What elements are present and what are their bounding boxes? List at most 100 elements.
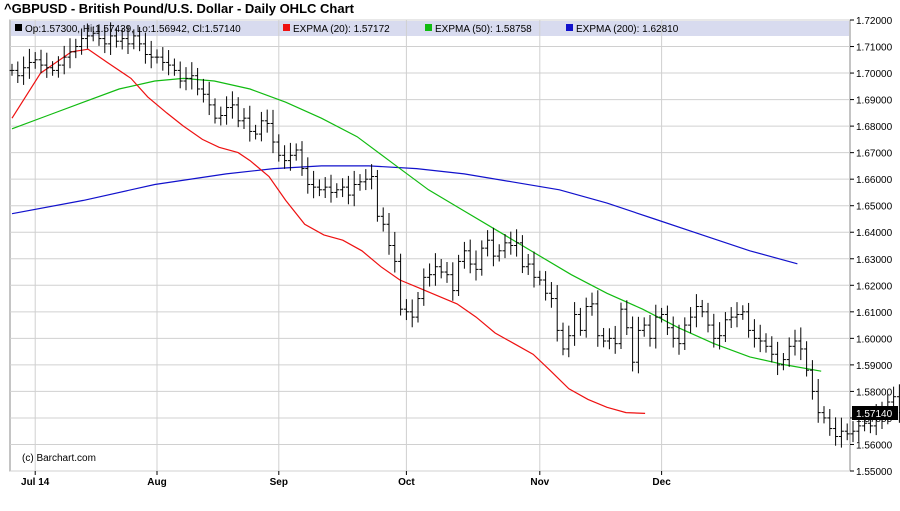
ohlc-bar xyxy=(682,317,688,350)
ohlc-bar xyxy=(531,251,537,288)
ohlc-bar xyxy=(775,341,781,376)
ohlc-bar xyxy=(676,324,682,355)
y-tick-label: 1.59000 xyxy=(856,361,893,372)
ohlc-bar xyxy=(490,227,496,267)
ohlc-bar xyxy=(334,183,340,198)
ohlc-bar xyxy=(711,313,717,348)
ohlc-bar xyxy=(560,322,566,356)
ohlc-bar xyxy=(61,45,67,75)
y-axis: 1.550001.560001.570001.580001.590001.600… xyxy=(850,16,893,478)
ohlc-bar xyxy=(688,307,694,334)
ohlc-bar xyxy=(438,258,444,279)
y-tick-label: 1.65000 xyxy=(856,202,893,213)
ohlc-bar xyxy=(746,302,752,338)
ohlc-bar xyxy=(618,302,624,350)
ohlc-bar xyxy=(815,379,821,423)
ohlc-bar xyxy=(131,29,137,50)
y-tick-label: 1.64000 xyxy=(856,228,893,239)
ohlc-bar xyxy=(44,52,50,78)
ohlc-bar xyxy=(479,240,485,276)
ohlc-bar xyxy=(363,169,369,191)
ohlc-bar xyxy=(96,24,102,46)
y-tick-label: 1.55000 xyxy=(856,467,893,478)
ohlc-bar xyxy=(508,231,514,255)
ohlc-bar xyxy=(444,261,450,283)
ohlc-bar xyxy=(357,174,363,191)
y-tick-label: 1.70000 xyxy=(856,69,893,80)
ohlc-bar xyxy=(427,263,433,287)
ohlc-bar xyxy=(160,47,166,71)
ohlc-bar xyxy=(212,98,218,124)
ohlc-bar xyxy=(641,317,647,337)
ohlc-bar xyxy=(102,27,108,54)
ohlc-bar xyxy=(386,213,392,255)
x-tick-label: Dec xyxy=(652,477,671,488)
y-tick-label: 1.58000 xyxy=(856,387,893,398)
ohlc-bar xyxy=(705,302,711,333)
ohlc-bar xyxy=(113,28,119,48)
ohlc-bar xyxy=(833,417,839,446)
ohlc-bar xyxy=(258,111,264,142)
ohlc-bar xyxy=(293,143,299,161)
ohlc-bar xyxy=(409,299,415,328)
ohlc-bar xyxy=(166,50,172,76)
ohlc-bar xyxy=(456,254,462,296)
ohlc-bar xyxy=(653,304,659,349)
ohlc-bar xyxy=(253,124,259,140)
ohlc-bar xyxy=(572,302,578,346)
ohlc-bar xyxy=(792,329,798,356)
legend-ema200: EXPMA (200): 1.62810 xyxy=(576,24,679,35)
ohlc-bars xyxy=(9,22,900,448)
ohlc-bar xyxy=(26,48,32,79)
ohlc-bar xyxy=(583,297,589,338)
ohlc-bar xyxy=(276,134,282,162)
x-tick-label: Aug xyxy=(147,477,166,488)
x-tick-label: Oct xyxy=(398,477,415,488)
x-axis: Jul 14 Aug Sep Oct Nov Dec xyxy=(21,471,671,488)
ohlc-bar xyxy=(821,406,827,424)
ohlc-bar xyxy=(50,61,56,76)
ohlc-bar xyxy=(461,241,467,269)
ohlc-bar xyxy=(119,28,125,50)
ohlc-bar xyxy=(763,333,769,353)
ohlc-bar xyxy=(171,58,177,76)
ohlc-bar xyxy=(374,169,380,222)
ohlc-bar xyxy=(9,63,15,76)
ohlc-bar xyxy=(398,253,404,316)
ohlc-bar xyxy=(55,56,61,78)
ohlc-bar xyxy=(229,91,235,119)
ohlc-bar xyxy=(804,341,810,377)
ohlc-bar xyxy=(200,78,206,103)
ohlc-bar xyxy=(247,105,253,142)
y-tick-label: 1.72000 xyxy=(856,16,893,27)
ohlc-bar xyxy=(601,327,607,348)
legend-ema50: EXPMA (50): 1.58758 xyxy=(435,24,532,35)
ohlc-bar xyxy=(589,292,595,316)
y-tick-label: 1.60000 xyxy=(856,334,893,345)
ohlc-bar xyxy=(38,49,44,74)
ohlc-bar xyxy=(827,409,833,436)
ema20-line xyxy=(11,48,646,414)
ohlc-bar xyxy=(728,307,734,329)
last-price-tag: 1.57140 xyxy=(852,406,898,420)
ohlc-bar xyxy=(734,302,740,328)
ohlc-bar xyxy=(496,244,502,262)
ema200-line xyxy=(11,165,798,265)
ohlc-bar xyxy=(125,26,131,55)
ohlc-bar xyxy=(798,327,804,361)
ohlc-bar xyxy=(67,38,73,69)
ohlc-bar xyxy=(421,268,427,306)
y-tick-label: 1.56000 xyxy=(856,440,893,451)
legend-swatch-ema200 xyxy=(566,24,573,31)
ohlc-bar xyxy=(183,67,189,91)
chart-title: ^GBPUSD - British Pound/U.S. Dollar - Da… xyxy=(4,1,354,16)
ohlc-bar xyxy=(270,109,276,154)
ohlc-bar xyxy=(751,319,757,348)
ohlc-bar xyxy=(287,142,293,171)
ohlc-bar xyxy=(432,253,438,286)
ohlc-bar xyxy=(844,423,850,441)
ohlc-bar xyxy=(659,307,665,323)
ohlc-bar xyxy=(740,305,746,320)
ohlc-bar xyxy=(699,299,705,318)
